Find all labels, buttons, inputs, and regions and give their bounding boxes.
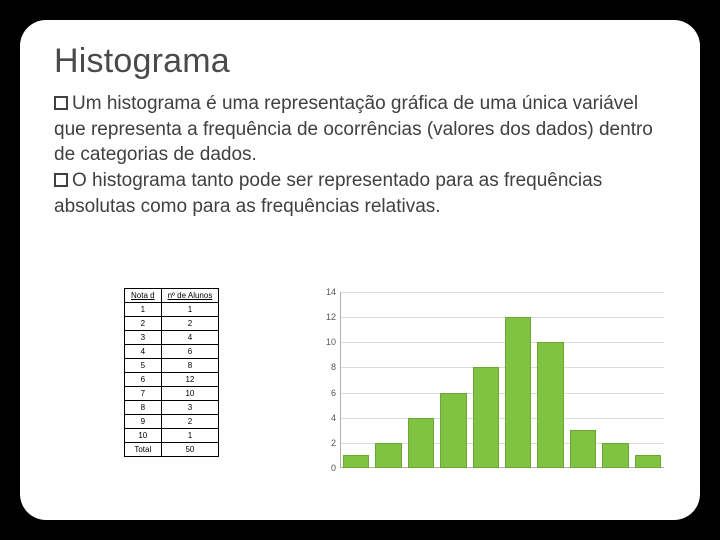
table-cell: 2 (125, 317, 162, 331)
table-row: 58 (125, 359, 219, 373)
bullet-icon (54, 96, 68, 110)
slide-inner: Histograma Um histograma é uma represent… (20, 20, 700, 520)
table-row: 612 (125, 373, 219, 387)
table-cell: 1 (161, 429, 219, 443)
bar-column (599, 292, 631, 468)
bar (473, 367, 499, 468)
para-2-text: O histograma tanto pode ser representado… (54, 170, 602, 217)
y-axis-label: 12 (314, 312, 336, 322)
body-text: Um histograma é uma representação gráfic… (54, 91, 666, 219)
y-axis-label: 6 (314, 388, 336, 398)
bar (537, 342, 563, 468)
bullet-icon (54, 173, 68, 187)
bar-column (632, 292, 664, 468)
bar-column (470, 292, 502, 468)
bar (505, 317, 531, 468)
table-cell: 5 (125, 359, 162, 373)
table-row: Total50 (125, 443, 219, 457)
data-table-wrap: Nota d nº de Alunos 11223446586127108392… (124, 288, 219, 457)
bar-column (567, 292, 599, 468)
para-1-text: Um histograma é uma representação gráfic… (54, 93, 653, 165)
y-axis-label: 8 (314, 362, 336, 372)
bar-column (372, 292, 404, 468)
col-header-0: Nota d (125, 289, 162, 303)
bar (635, 455, 661, 468)
table-cell: 2 (161, 415, 219, 429)
bars-container (340, 292, 664, 468)
table-cell: 6 (161, 345, 219, 359)
table-row: 34 (125, 331, 219, 345)
y-axis-label: 4 (314, 413, 336, 423)
bar-column (502, 292, 534, 468)
histogram-chart: 02468101214 (314, 292, 664, 482)
table-row: 101 (125, 429, 219, 443)
bar-column (340, 292, 372, 468)
table-row: 92 (125, 415, 219, 429)
table-row: 710 (125, 387, 219, 401)
table-row: 22 (125, 317, 219, 331)
table-cell: 9 (125, 415, 162, 429)
table-cell: Total (125, 443, 162, 457)
table-cell: 50 (161, 443, 219, 457)
table-cell: 10 (125, 429, 162, 443)
table-row: 11 (125, 303, 219, 317)
table-cell: 1 (125, 303, 162, 317)
bar (602, 443, 628, 468)
table-cell: 6 (125, 373, 162, 387)
slide-frame: Histograma Um histograma é uma represent… (0, 0, 720, 540)
figure-overlay: Nota d nº de Alunos 11223446586127108392… (54, 288, 666, 508)
y-axis-label: 14 (314, 287, 336, 297)
col-header-1: nº de Alunos (161, 289, 219, 303)
table-row: 46 (125, 345, 219, 359)
y-axis-label: 10 (314, 337, 336, 347)
table-cell: 1 (161, 303, 219, 317)
bar (570, 430, 596, 468)
bar-column (534, 292, 566, 468)
table-cell: 4 (161, 331, 219, 345)
table-cell: 7 (125, 387, 162, 401)
bar (375, 443, 401, 468)
bar-column (437, 292, 469, 468)
para-2: O histograma tanto pode ser representado… (54, 168, 666, 219)
table-cell: 2 (161, 317, 219, 331)
bar-column (405, 292, 437, 468)
slide-title: Histograma (54, 42, 666, 81)
table-cell: 8 (125, 401, 162, 415)
bar (343, 455, 369, 468)
table-row: 83 (125, 401, 219, 415)
bar (440, 393, 466, 468)
table-cell: 8 (161, 359, 219, 373)
bar (408, 418, 434, 468)
para-1: Um histograma é uma representação gráfic… (54, 91, 666, 168)
table-cell: 10 (161, 387, 219, 401)
table-cell: 4 (125, 345, 162, 359)
y-axis-label: 2 (314, 438, 336, 448)
table-cell: 3 (125, 331, 162, 345)
data-table: Nota d nº de Alunos 11223446586127108392… (124, 288, 219, 457)
y-axis-label: 0 (314, 463, 336, 473)
table-cell: 3 (161, 401, 219, 415)
table-cell: 12 (161, 373, 219, 387)
